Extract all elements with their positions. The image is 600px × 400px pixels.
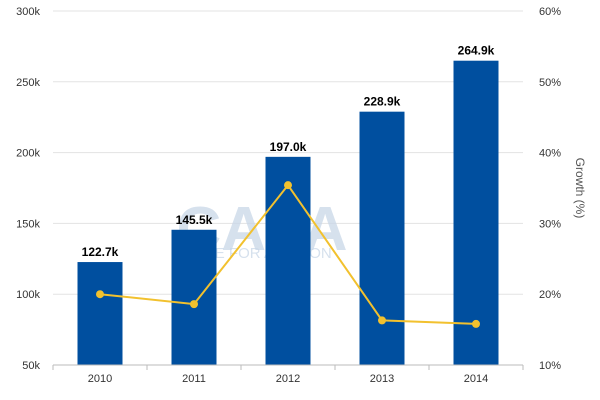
left-axis-tick-label: 200k — [16, 148, 40, 160]
growth-line-series — [96, 181, 480, 328]
bar — [265, 156, 311, 365]
left-axis-tick-label: 150k — [16, 218, 40, 230]
bar — [453, 60, 499, 365]
growth-point — [378, 316, 386, 325]
growth-point — [190, 300, 198, 309]
x-axis-tick-label: 2014 — [464, 373, 488, 385]
right-axis-tick-label: 60% — [539, 6, 561, 18]
bar-data-label: 197.0k — [270, 140, 307, 154]
axes: 50k 100k 150k 200k 250k 300k 10% 20% 30% 40% 50% 60… — [16, 6, 561, 385]
x-axis-tick-label: 2013 — [370, 373, 394, 385]
growth-point — [96, 290, 104, 299]
grid-layer — [53, 10, 523, 295]
bar — [171, 229, 217, 365]
bar-data-label: 122.7k — [82, 245, 119, 259]
x-axis-tick-label: 2012 — [276, 373, 300, 385]
x-axis-tick-label: 2011 — [182, 373, 206, 385]
left-axis-tick-label: 250k — [16, 77, 40, 89]
bar — [77, 262, 123, 365]
left-axis-tick-label: 50k — [22, 360, 40, 372]
x-axis-tick-label: 2010 — [88, 373, 112, 385]
right-axis-title: Growth (%) — [573, 158, 587, 219]
right-axis-tick-label: 20% — [539, 289, 561, 301]
bar-series — [77, 60, 499, 365]
bar — [359, 111, 405, 365]
left-axis-tick-label: 300k — [16, 6, 40, 18]
bar-data-label: 264.9k — [458, 44, 495, 58]
right-axis-tick-label: 30% — [539, 218, 561, 230]
growth-point — [284, 181, 292, 190]
right-axis-tick-label: 40% — [539, 148, 561, 160]
bar-data-label: 145.5k — [176, 213, 213, 227]
growth-point — [472, 319, 480, 328]
right-axis-tick-label: 50% — [539, 77, 561, 89]
data-labels: 122.7k 145.5k 197.0k 228.9k 264.9k — [82, 44, 495, 259]
right-axis-tick-label: 10% — [539, 360, 561, 372]
left-axis-tick-label: 100k — [16, 289, 40, 301]
bar-data-label: 228.9k — [364, 95, 401, 109]
